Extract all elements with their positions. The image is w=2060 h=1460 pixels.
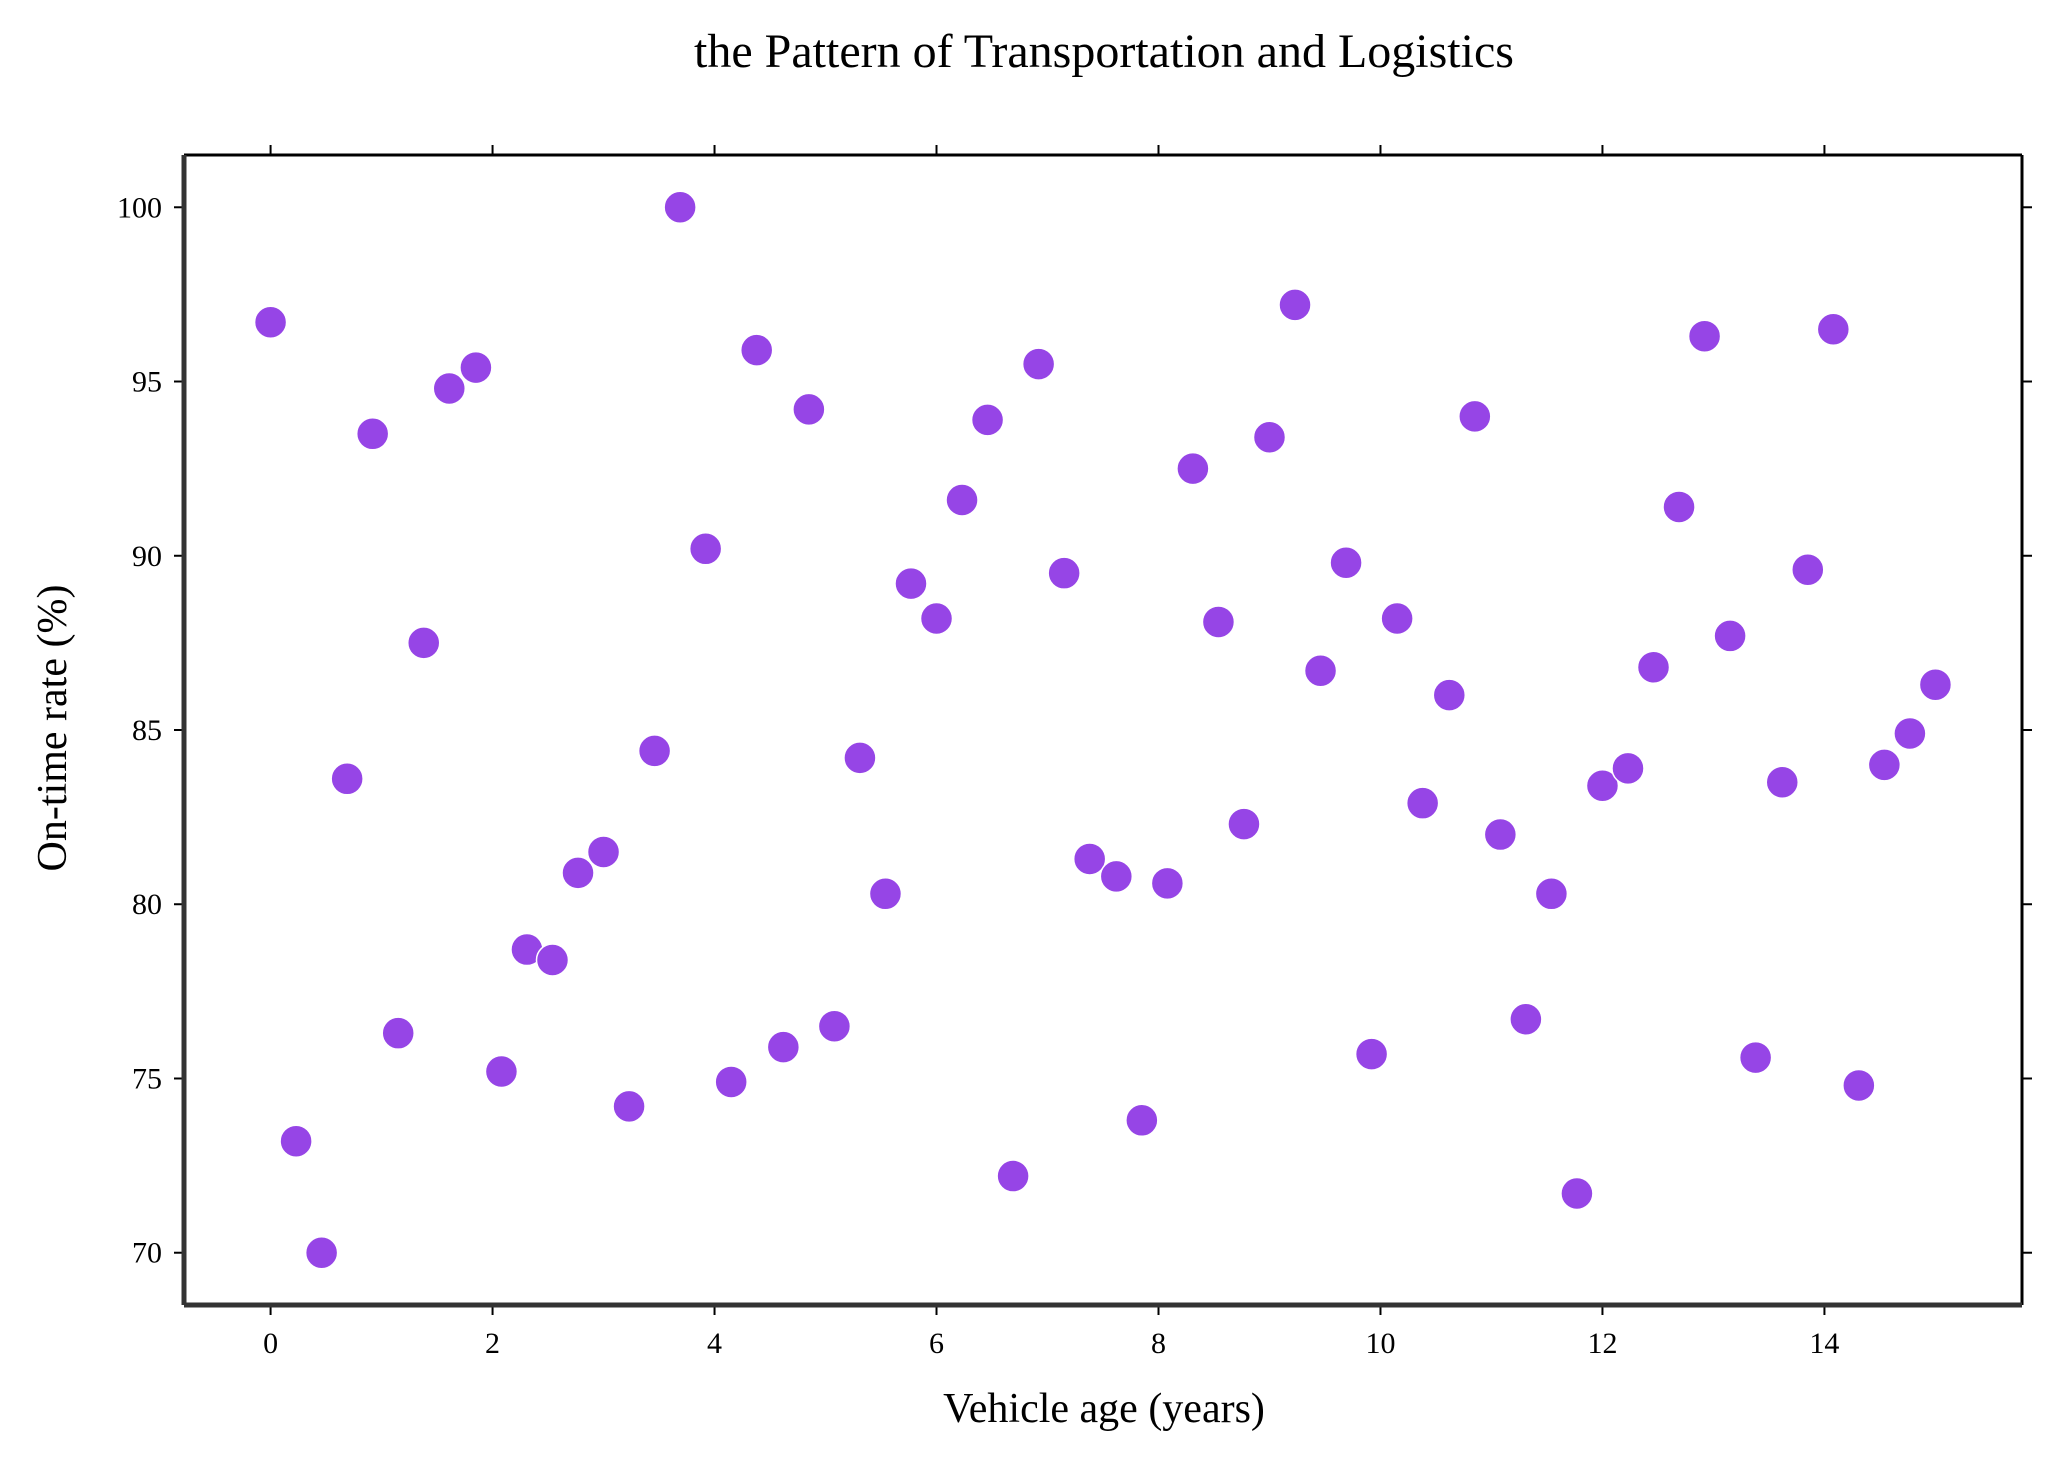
x-tick-label: 8	[1151, 1327, 1166, 1360]
data-point	[1252, 420, 1287, 455]
data-point	[381, 1016, 415, 1050]
y-tick-label: 95	[132, 366, 162, 399]
data-point	[970, 403, 1005, 437]
data-point	[1662, 490, 1696, 524]
data-point	[253, 305, 288, 340]
data-point	[739, 333, 774, 367]
data-point	[945, 483, 979, 517]
axis-ticks: 0 2 4 6 8 10 12 14 70 75 80 85 90 95 100	[117, 145, 2032, 1360]
data-point	[1791, 552, 1825, 587]
data-point	[406, 626, 441, 660]
data-point	[1918, 667, 1953, 702]
x-tick-label: 4	[707, 1327, 722, 1360]
x-tick-label: 6	[929, 1327, 944, 1360]
data-point	[1483, 817, 1518, 852]
data-point	[1176, 451, 1210, 486]
data-point	[1021, 347, 1056, 381]
x-tick-label: 14	[1809, 1327, 1839, 1360]
data-point	[1687, 319, 1722, 353]
data-point	[1405, 786, 1440, 820]
y-tick-label: 85	[132, 714, 162, 747]
data-point	[1765, 765, 1800, 800]
data-point	[1354, 1037, 1389, 1071]
data-point	[1125, 1103, 1159, 1138]
data-point	[586, 835, 621, 869]
data-point	[1303, 654, 1338, 688]
y-tick-label: 80	[132, 888, 162, 921]
x-tick-label: 12	[1587, 1327, 1617, 1360]
data-point	[637, 734, 672, 768]
data-point	[1099, 859, 1134, 894]
data-point	[1585, 769, 1620, 803]
data-point	[561, 856, 595, 890]
data-point	[919, 601, 954, 636]
data-point	[1611, 751, 1645, 786]
data-point	[1329, 545, 1363, 580]
data-point	[817, 1009, 852, 1043]
data-point	[792, 392, 826, 427]
data-point	[1509, 1002, 1543, 1036]
data-point	[1534, 877, 1569, 911]
x-axis-label: Vehicle age (years)	[943, 1386, 1265, 1432]
data-point	[1227, 807, 1261, 841]
data-point	[996, 1159, 1030, 1193]
data-point	[868, 877, 903, 911]
data-point	[279, 1124, 313, 1158]
data-point	[1380, 601, 1414, 636]
data-point	[1816, 312, 1851, 346]
data-point	[535, 943, 570, 977]
data-point	[1842, 1068, 1876, 1103]
data-point	[1201, 605, 1236, 639]
x-tick-label: 2	[485, 1327, 500, 1360]
data-point	[1047, 556, 1081, 590]
data-points	[253, 190, 1953, 1270]
data-point	[663, 190, 697, 225]
data-point	[612, 1089, 646, 1124]
y-tick-label: 100	[117, 191, 162, 224]
data-point	[1636, 650, 1671, 685]
data-point	[766, 1030, 801, 1064]
data-point	[304, 1235, 339, 1270]
data-point	[1458, 399, 1492, 434]
chart-title: the Pattern of Transportation and Logist…	[694, 25, 1514, 78]
data-point	[1150, 866, 1185, 901]
data-point	[688, 532, 723, 566]
plot-frame	[181, 153, 2024, 1308]
y-tick-label: 90	[132, 540, 162, 573]
data-point	[843, 741, 877, 775]
data-point	[1713, 619, 1747, 653]
x-tick-label: 0	[263, 1327, 278, 1360]
y-tick-label: 70	[132, 1237, 162, 1270]
data-point	[1560, 1176, 1594, 1211]
x-tick-label: 10	[1365, 1327, 1395, 1360]
data-point	[1867, 748, 1902, 782]
data-point	[714, 1065, 748, 1099]
data-point	[484, 1054, 519, 1089]
data-point	[355, 417, 390, 451]
data-point	[1893, 716, 1927, 751]
data-point	[894, 566, 928, 601]
data-point	[432, 371, 467, 406]
data-point	[330, 762, 364, 796]
y-axis-label: On-time rate (%)	[30, 585, 76, 872]
data-point	[1738, 1040, 1773, 1075]
y-tick-label: 75	[132, 1062, 162, 1095]
data-point	[1278, 288, 1312, 322]
data-point	[1072, 842, 1107, 876]
data-point	[1432, 678, 1467, 712]
data-point	[459, 350, 493, 385]
